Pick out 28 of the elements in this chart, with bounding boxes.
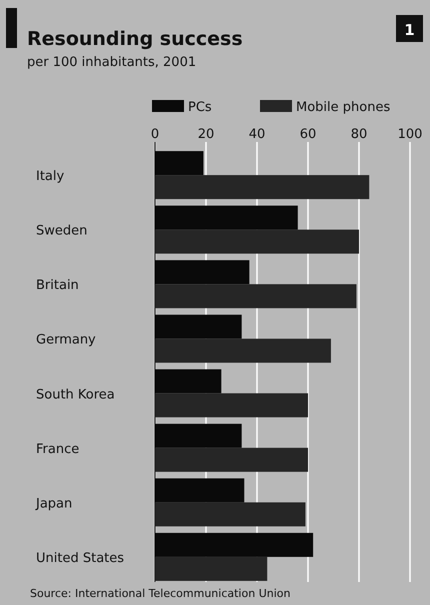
x-tick-label: 100 <box>398 127 422 142</box>
bar <box>155 502 306 526</box>
bar <box>155 393 308 418</box>
y-tick-label: United States <box>36 550 124 566</box>
x-tick-label: 20 <box>198 127 214 142</box>
y-tick-label: Italy <box>36 169 65 184</box>
y-tick-label: Germany <box>36 332 96 348</box>
chart-title: Resounding success <box>27 28 243 50</box>
y-tick-label: Sweden <box>36 224 88 239</box>
bar <box>155 556 268 581</box>
bar <box>155 175 370 200</box>
source-note: Source: International Telecommunication Union <box>30 587 290 600</box>
bar <box>155 230 359 254</box>
bar <box>155 284 356 308</box>
y-tick-label: Britain <box>36 278 79 294</box>
x-tick-label: 80 <box>350 127 368 142</box>
legend-label: PCs <box>188 100 212 115</box>
x-tick-label: 40 <box>248 127 266 142</box>
x-tick-label: 60 <box>300 127 316 142</box>
y-tick-label: France <box>36 442 80 457</box>
bar <box>155 448 308 472</box>
chart-subtitle: per 100 inhabitants, 2001 <box>27 55 196 70</box>
legend-label: Mobile phones <box>296 100 390 115</box>
y-tick-label: Japan <box>35 496 72 512</box>
y-tick-label: South Korea <box>36 387 115 402</box>
text: 1 <box>404 21 415 39</box>
x-tick-label: 0 <box>150 127 160 142</box>
bar <box>155 338 331 363</box>
